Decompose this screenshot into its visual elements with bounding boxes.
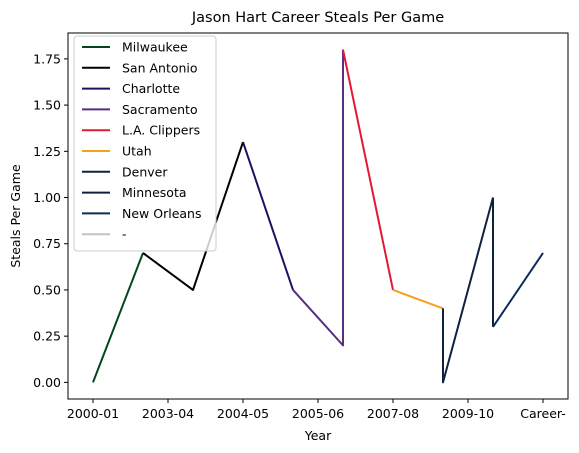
x-axis: 2000-01 2003-04 2004-05 2005-06 2007-08 2009-…: [67, 399, 566, 421]
x-tick-label: 2009-10: [442, 406, 494, 421]
series-line-4: [342, 49, 394, 291]
x-axis-label: Year: [304, 428, 332, 443]
legend-label: Utah: [122, 144, 152, 159]
series-line-3: [292, 49, 344, 347]
x-tick-label: Career-: [520, 406, 565, 421]
x-tick-label: 2003-04: [142, 406, 194, 421]
plot-lines: [92, 49, 544, 384]
legend-label: San Antonio: [122, 60, 198, 75]
series-line-2: [242, 141, 294, 291]
legend-label: Sacramento: [122, 102, 198, 117]
series-line-6: [442, 197, 494, 384]
y-tick-label: 1.75: [33, 51, 61, 66]
y-tick-label: 1.50: [33, 98, 61, 113]
series-line-8: [492, 252, 544, 328]
legend-label: L.A. Clippers: [122, 123, 200, 138]
y-axis: 0.00 0.25 0.50 0.75 1.00 1.25 1.50 1.75: [33, 51, 68, 390]
legend: Milwaukee San Antonio Charlotte Sacramento L…: [73, 35, 217, 252]
x-tick-label: 2007-08: [367, 406, 419, 421]
x-tick-label: 2005-06: [292, 406, 344, 421]
legend-box: [73, 35, 217, 252]
y-tick-label: 0.75: [33, 236, 61, 251]
legend-label: Charlotte: [122, 81, 180, 96]
series-line-0: [92, 252, 144, 383]
legend-label: Milwaukee: [122, 40, 188, 55]
y-tick-label: 0.00: [33, 375, 61, 390]
series-line-5: [392, 289, 444, 310]
y-tick-label: 1.25: [33, 144, 61, 159]
legend-label: -: [122, 227, 127, 242]
x-tick-label: 2004-05: [217, 406, 269, 421]
chart-title: Jason Hart Career Steals Per Game: [191, 10, 444, 26]
x-tick-label: 2000-01: [67, 406, 119, 421]
y-axis-label: Steals Per Game: [8, 164, 23, 268]
legend-label: Denver: [122, 164, 168, 179]
y-tick-label: 0.50: [33, 282, 61, 297]
y-tick-label: 1.00: [33, 190, 61, 205]
y-tick-label: 0.25: [33, 329, 61, 344]
series-line-1: [142, 141, 244, 291]
legend-label: Minnesota: [122, 185, 187, 200]
legend-label: New Orleans: [122, 206, 201, 221]
